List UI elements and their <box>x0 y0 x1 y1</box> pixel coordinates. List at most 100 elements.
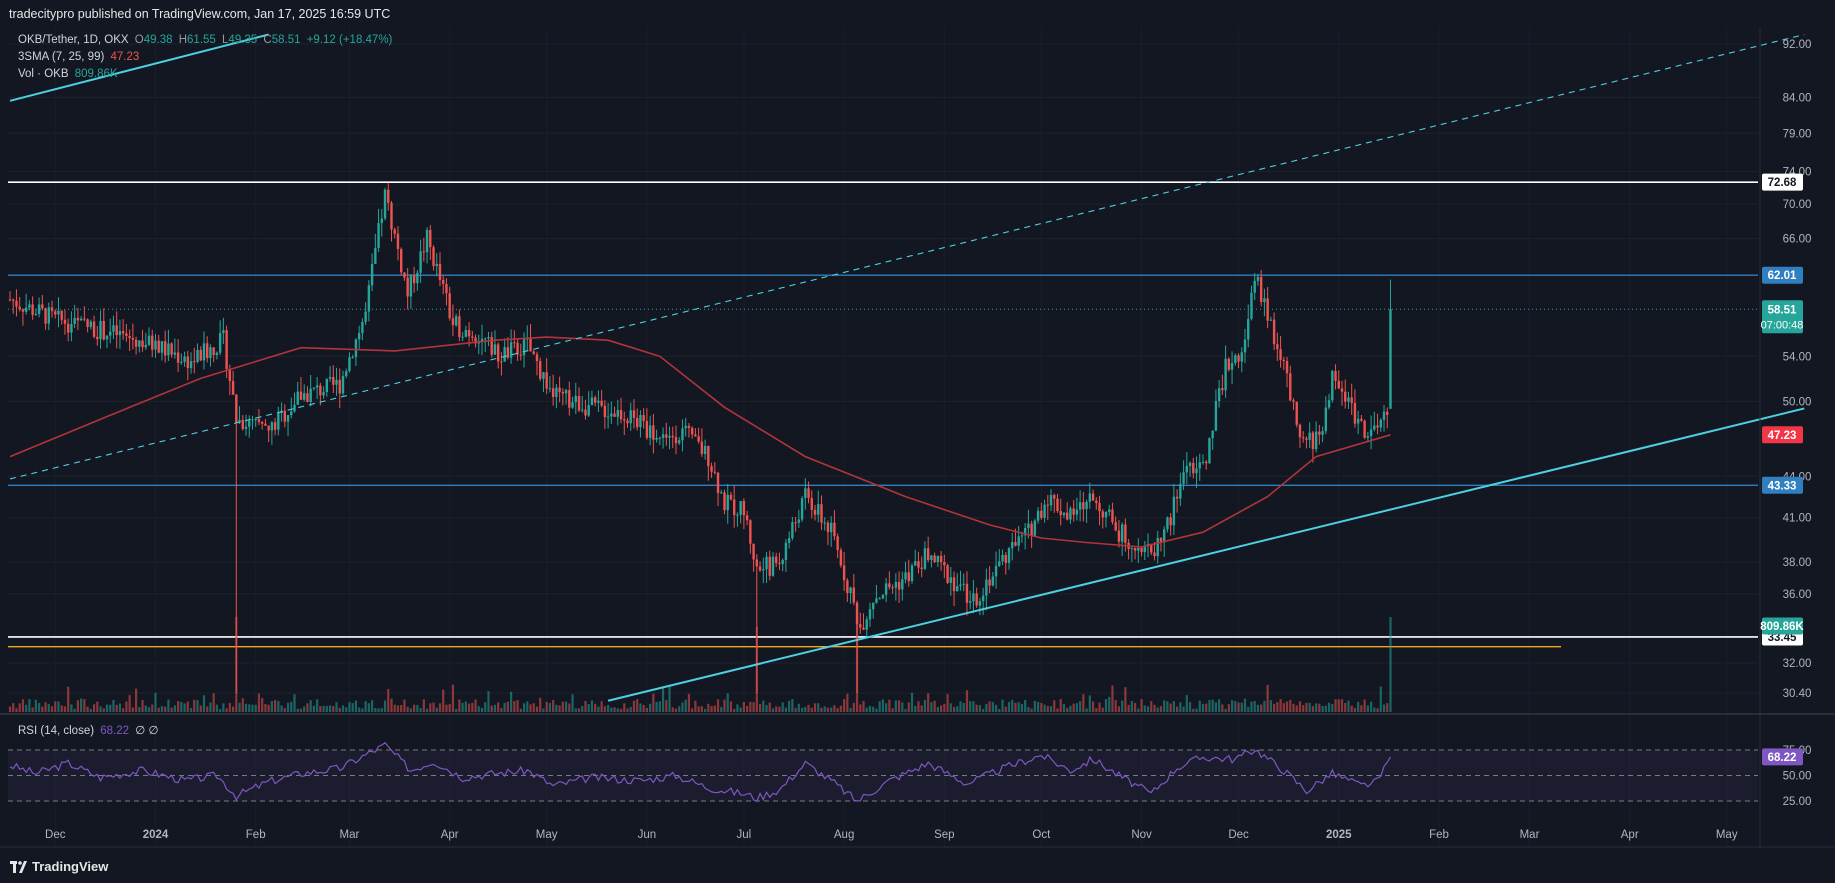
time-tick-label: Mar <box>340 829 360 841</box>
candle-body <box>584 409 587 416</box>
volume-bar <box>348 702 351 712</box>
volume-bar <box>370 700 374 712</box>
volume-bar <box>671 707 674 712</box>
candle-body <box>303 393 306 400</box>
volume-bar <box>1337 699 1340 712</box>
volume-bar <box>215 704 219 712</box>
volume-bar <box>341 705 345 712</box>
volume-bar <box>661 687 665 712</box>
candle-body <box>558 387 561 392</box>
price-tick-label: 38.00 <box>1783 557 1812 569</box>
time-tick-label: Sep <box>934 829 954 841</box>
candle-body <box>176 352 180 363</box>
candle-body <box>519 354 523 356</box>
volume-bar <box>477 706 480 712</box>
candle-body <box>273 422 277 430</box>
candles[interactable] <box>8 182 1392 693</box>
candle-body <box>956 586 959 592</box>
volume-bar <box>1302 705 1305 712</box>
volume-bar <box>552 699 555 712</box>
candle-body <box>665 434 668 438</box>
volume-bar <box>519 708 522 712</box>
candle-body <box>926 548 930 561</box>
volume-bar <box>558 705 561 712</box>
volume-bar <box>105 704 109 712</box>
candle-body <box>235 394 238 423</box>
volume-bar <box>645 707 649 712</box>
volume-bar <box>1007 701 1011 712</box>
candle-body <box>464 329 468 337</box>
candle-body <box>888 583 891 588</box>
chart-background <box>0 27 1835 851</box>
candle-body <box>978 601 982 606</box>
header: tradecitypro published on TradingView.co… <box>0 0 1835 27</box>
candle-body <box>1386 411 1389 415</box>
candle-body <box>1185 465 1189 473</box>
last-price-bg <box>1762 300 1803 334</box>
candle-body <box>364 311 367 323</box>
price-chart[interactable]: 92.0084.0079.0074.0070.0066.0054.0050.00… <box>0 0 1835 851</box>
candle-body <box>374 247 377 264</box>
volume-bar <box>522 703 526 712</box>
candle-body <box>445 283 448 294</box>
open-label: O <box>134 34 144 46</box>
candle-body <box>529 338 532 352</box>
volume-bar <box>1001 699 1004 712</box>
candle-body <box>923 548 927 569</box>
volume-bar <box>12 703 15 712</box>
volume-bar <box>594 703 597 712</box>
candle-body <box>63 319 67 324</box>
volume-bar <box>416 704 419 712</box>
candle-body <box>438 263 442 280</box>
candle-body <box>1150 543 1153 553</box>
volume-bar <box>1253 701 1256 712</box>
volume-bar <box>1295 705 1298 712</box>
volume-bar <box>138 707 141 712</box>
volume-bar <box>1237 702 1240 712</box>
volume-bar <box>1172 701 1175 712</box>
candle-body <box>716 472 720 493</box>
volume-bar <box>1379 686 1382 712</box>
candle-body <box>1117 530 1121 542</box>
candle-body <box>270 422 274 431</box>
volume-bar <box>254 704 257 712</box>
horizontal-levels[interactable] <box>8 181 1758 648</box>
candle-body <box>755 559 759 567</box>
volume-bar <box>238 702 241 712</box>
volume-bar <box>222 703 225 712</box>
candle-body <box>875 598 878 603</box>
volume-bar <box>561 701 564 712</box>
candle-body <box>193 361 196 363</box>
candle-body <box>758 566 762 571</box>
candle-body <box>1153 552 1156 557</box>
candle-body <box>555 387 558 398</box>
candle-body <box>936 555 940 563</box>
candle-body <box>1065 512 1069 520</box>
candle-body <box>745 515 749 521</box>
candle-body <box>1140 547 1143 553</box>
trendlines[interactable] <box>9 33 1805 702</box>
candle-body <box>1295 401 1298 425</box>
candle-body <box>215 352 219 355</box>
tradingview-logo[interactable]: TradingView <box>10 859 108 874</box>
volume-bar <box>474 699 477 712</box>
candle-body <box>1340 388 1344 392</box>
candle-body <box>1137 547 1140 551</box>
time-tick-label: Nov <box>1131 829 1152 841</box>
candle-body <box>1046 504 1049 506</box>
volume-bar <box>1011 699 1014 712</box>
volume-bar <box>183 703 186 712</box>
volume-bar <box>134 688 138 712</box>
candle-body <box>309 388 312 403</box>
volume-bar <box>1240 702 1243 712</box>
close-value: 58.51 <box>271 34 301 46</box>
volume-bar <box>826 707 830 712</box>
volume-bar <box>244 703 248 712</box>
volume-bar <box>843 699 846 712</box>
volume-bar <box>261 698 264 712</box>
volume-bar <box>202 695 206 712</box>
sma-line <box>8 308 1758 548</box>
volume-bar <box>752 702 755 712</box>
candle-body <box>865 619 868 630</box>
volume-bar <box>73 708 76 712</box>
